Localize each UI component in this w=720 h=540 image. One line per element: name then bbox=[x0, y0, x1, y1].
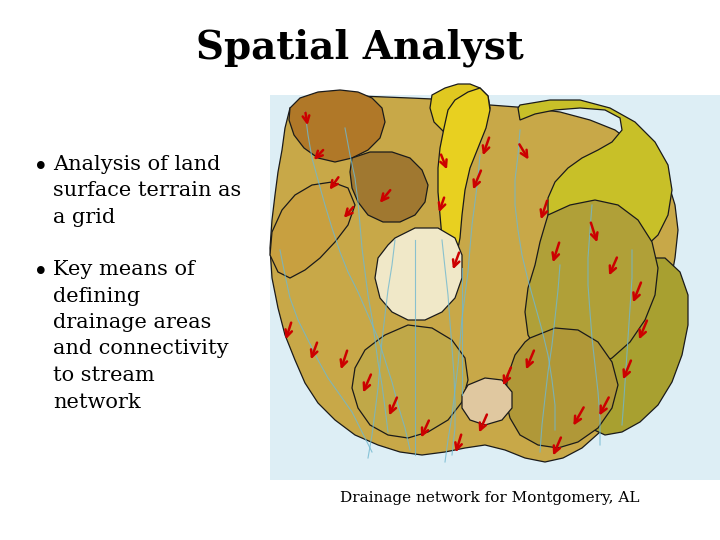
Polygon shape bbox=[430, 84, 490, 136]
Text: Key means of
defining
drainage areas
and connectivity
to stream
network: Key means of defining drainage areas and… bbox=[53, 260, 229, 411]
Text: Spatial Analyst: Spatial Analyst bbox=[196, 29, 524, 68]
Bar bbox=[270, 95, 720, 480]
Polygon shape bbox=[289, 90, 385, 162]
Polygon shape bbox=[270, 182, 355, 278]
Polygon shape bbox=[462, 378, 512, 425]
Polygon shape bbox=[505, 328, 618, 448]
Polygon shape bbox=[352, 325, 468, 438]
Polygon shape bbox=[438, 88, 490, 275]
Text: •: • bbox=[33, 155, 49, 180]
Polygon shape bbox=[582, 258, 688, 435]
Text: Analysis of land
surface terrain as
a grid: Analysis of land surface terrain as a gr… bbox=[53, 155, 241, 227]
Polygon shape bbox=[270, 96, 678, 462]
Polygon shape bbox=[350, 152, 428, 222]
Text: •: • bbox=[33, 260, 49, 285]
Polygon shape bbox=[375, 228, 462, 320]
Polygon shape bbox=[525, 200, 658, 370]
Text: Drainage network for Montgomery, AL: Drainage network for Montgomery, AL bbox=[341, 491, 640, 505]
Polygon shape bbox=[518, 100, 672, 260]
